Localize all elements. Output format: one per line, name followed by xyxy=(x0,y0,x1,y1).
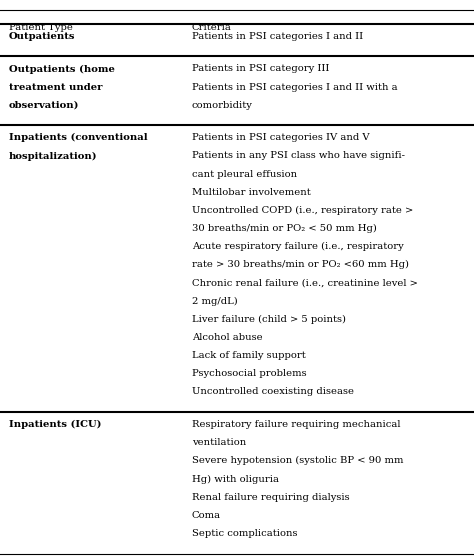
Text: Criteria: Criteria xyxy=(192,22,232,31)
Text: treatment under: treatment under xyxy=(9,83,102,92)
Text: cant pleural effusion: cant pleural effusion xyxy=(192,170,297,179)
Text: Patients in PSI categories I and II: Patients in PSI categories I and II xyxy=(192,32,363,41)
Text: Patient Type: Patient Type xyxy=(9,22,73,31)
Text: Respiratory failure requiring mechanical: Respiratory failure requiring mechanical xyxy=(192,420,401,429)
Text: Psychosocial problems: Psychosocial problems xyxy=(192,369,307,378)
Text: Multilobar involvement: Multilobar involvement xyxy=(192,187,311,197)
Text: Alcohol abuse: Alcohol abuse xyxy=(192,333,263,342)
Text: Septic complications: Septic complications xyxy=(192,529,298,538)
Text: Liver failure (child > 5 points): Liver failure (child > 5 points) xyxy=(192,315,346,324)
Text: Hg) with oliguria: Hg) with oliguria xyxy=(192,474,279,483)
Text: observation): observation) xyxy=(9,100,79,110)
Text: 30 breaths/min or PO₂ < 50 mm Hg): 30 breaths/min or PO₂ < 50 mm Hg) xyxy=(192,224,377,233)
Text: rate > 30 breaths/min or PO₂ <60 mm Hg): rate > 30 breaths/min or PO₂ <60 mm Hg) xyxy=(192,260,409,270)
Text: ventilation: ventilation xyxy=(192,438,246,447)
Text: Inpatients (conventional: Inpatients (conventional xyxy=(9,133,147,142)
Text: Patients in PSI categories I and II with a: Patients in PSI categories I and II with… xyxy=(192,83,398,92)
Text: Coma: Coma xyxy=(192,511,221,519)
Text: Patients in any PSI class who have signifi-: Patients in any PSI class who have signi… xyxy=(192,151,405,161)
Text: Outpatients: Outpatients xyxy=(9,32,75,41)
Text: Uncontrolled coexisting disease: Uncontrolled coexisting disease xyxy=(192,387,354,396)
Text: Lack of family support: Lack of family support xyxy=(192,351,306,360)
Text: hospitalization): hospitalization) xyxy=(9,151,97,161)
Text: 2 mg/dL): 2 mg/dL) xyxy=(192,297,238,306)
Text: Uncontrolled COPD (i.e., respiratory rate >: Uncontrolled COPD (i.e., respiratory rat… xyxy=(192,206,413,215)
Text: comorbidity: comorbidity xyxy=(192,100,253,110)
Text: Renal failure requiring dialysis: Renal failure requiring dialysis xyxy=(192,493,350,502)
Text: Acute respiratory failure (i.e., respiratory: Acute respiratory failure (i.e., respira… xyxy=(192,242,404,251)
Text: Chronic renal failure (i.e., creatinine level >: Chronic renal failure (i.e., creatinine … xyxy=(192,278,418,287)
Text: Severe hypotension (systolic BP < 90 mm: Severe hypotension (systolic BP < 90 mm xyxy=(192,456,403,465)
Text: Patients in PSI category III: Patients in PSI category III xyxy=(192,64,329,74)
Text: Patients in PSI categories IV and V: Patients in PSI categories IV and V xyxy=(192,133,370,142)
Text: Inpatients (ICU): Inpatients (ICU) xyxy=(9,420,101,429)
Text: Outpatients (home: Outpatients (home xyxy=(9,64,114,74)
